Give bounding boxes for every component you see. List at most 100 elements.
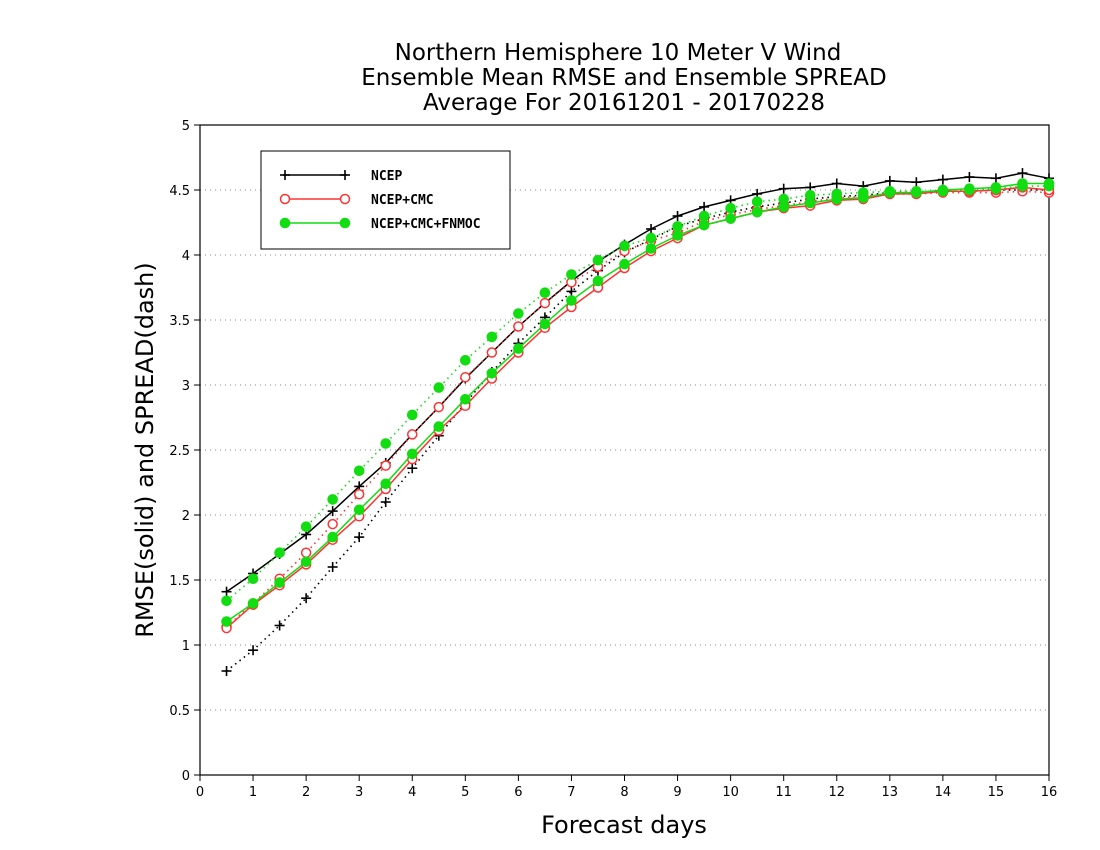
data-point-filled-circle (804, 197, 816, 209)
data-point-filled-circle (964, 183, 975, 194)
title-line-3: Average For 20161201 - 20170228 (423, 90, 825, 116)
data-point-filled-circle (619, 258, 630, 270)
legend-label: NCEP (371, 169, 402, 184)
data-point-filled-circle (539, 287, 551, 299)
y-tick-label: 4 (182, 249, 190, 264)
data-point-filled-circle (221, 616, 232, 627)
y-tick-label: 5 (182, 119, 190, 134)
x-tick-label: 0 (196, 785, 204, 800)
y-tick-label: 3.5 (169, 314, 190, 329)
data-point-plus (964, 172, 975, 182)
data-point-filled-circle (1017, 178, 1028, 189)
data-point-plus (380, 497, 391, 507)
data-point-filled-circle (486, 368, 498, 379)
data-point-filled-circle (857, 192, 869, 204)
data-point-filled-circle (698, 219, 710, 231)
data-point-filled-circle (884, 187, 896, 198)
data-point-filled-circle (460, 394, 471, 405)
x-tick-label: 16 (1041, 785, 1058, 800)
data-point-filled-circle (327, 494, 338, 505)
series-ncep-cmc-rmse (221, 182, 1055, 634)
x-tick-label: 12 (828, 785, 845, 800)
chart-title: Northern Hemisphere 10 Meter V Wind Ense… (361, 40, 886, 116)
x-tick-label: 5 (461, 785, 469, 800)
data-point-filled-circle (937, 184, 949, 196)
data-point-open-circle (433, 401, 445, 413)
data-point-filled-circle (725, 202, 736, 214)
data-point-open-circle (353, 488, 365, 500)
x-tick-label: 15 (988, 785, 1005, 800)
data-point-filled-circle (300, 556, 312, 568)
data-point-filled-circle (911, 187, 922, 198)
y-tick-label: 3 (182, 379, 190, 394)
data-point-plus (990, 173, 1001, 184)
y-tick-label: 2.5 (169, 444, 190, 459)
x-tick-label: 11 (775, 785, 792, 800)
data-point-plus (672, 211, 683, 221)
data-point-plus (699, 201, 710, 212)
data-point-filled-circle (279, 217, 291, 229)
data-point-plus (911, 177, 922, 188)
data-point-filled-circle (513, 343, 524, 354)
y-tick-label: 0.5 (169, 704, 190, 719)
data-point-filled-circle (353, 465, 365, 477)
data-point-open-circle (279, 193, 291, 205)
data-point-filled-circle (339, 217, 351, 229)
x-tick-label: 6 (514, 785, 522, 800)
data-point-filled-circle (247, 573, 259, 585)
data-point-filled-circle (672, 221, 683, 232)
x-tick-label: 14 (935, 785, 952, 800)
x-tick-label: 8 (620, 785, 628, 800)
data-point-plus (301, 593, 312, 604)
y-tick-label: 1.5 (169, 574, 190, 589)
data-point-filled-circle (751, 206, 763, 218)
data-point-plus (354, 532, 365, 543)
data-point-open-circle (327, 518, 338, 530)
data-point-plus (248, 645, 259, 656)
series-ncep-spread (221, 185, 1054, 676)
data-point-filled-circle (380, 438, 392, 449)
data-point-filled-circle (566, 295, 577, 306)
legend-item: NCEP+CMC+FNMOC (279, 217, 481, 232)
title-line-1: Northern Hemisphere 10 Meter V Wind (395, 40, 842, 66)
data-point-plus (831, 178, 842, 189)
axes: 00.511.522.533.544.550 1 2 3 4 5 6 7 8 9 10 11 12 13 1… (169, 119, 1057, 800)
data-point-plus (221, 586, 232, 597)
data-point-filled-circle (406, 448, 418, 460)
data-point-plus (327, 562, 338, 572)
data-point-plus (646, 224, 657, 234)
data-point-filled-circle (406, 409, 418, 421)
data-point-plus (280, 170, 290, 180)
legend-box (260, 150, 511, 250)
data-point-filled-circle (274, 577, 285, 588)
data-point-filled-circle (460, 355, 471, 366)
title-line-2: Ensemble Mean RMSE and Ensemble SPREAD (361, 65, 886, 91)
data-point-plus (566, 286, 577, 297)
legend-item: NCEP+CMC (279, 193, 434, 208)
data-point-filled-circle (566, 269, 577, 280)
data-point-filled-circle (725, 213, 736, 224)
x-tick-label: 1 (249, 785, 257, 800)
x-axis-title: Forecast days (541, 811, 707, 839)
data-point-plus (274, 620, 285, 631)
data-point-plus (407, 463, 418, 474)
data-point-filled-circle (778, 201, 789, 213)
x-tick-label: 2 (302, 785, 310, 800)
data-point-filled-circle (300, 521, 312, 533)
data-point-filled-circle (645, 243, 657, 254)
data-point-open-circle (460, 371, 471, 383)
series-ncep-cmc-fnmoc-rmse (221, 178, 1055, 627)
data-point-open-circle (380, 460, 391, 471)
data-point-filled-circle (513, 308, 524, 319)
data-point-filled-circle (486, 331, 498, 343)
legend-label: NCEP+CMC (371, 193, 434, 208)
data-point-plus (884, 175, 895, 186)
data-point-filled-circle (1043, 178, 1055, 189)
x-tick-label: 9 (673, 785, 681, 800)
x-tick-label: 10 (722, 785, 739, 800)
data-point-filled-circle (831, 193, 843, 205)
data-point-filled-circle (592, 254, 604, 266)
data-point-filled-circle (672, 230, 683, 241)
data-point-plus (778, 183, 789, 194)
